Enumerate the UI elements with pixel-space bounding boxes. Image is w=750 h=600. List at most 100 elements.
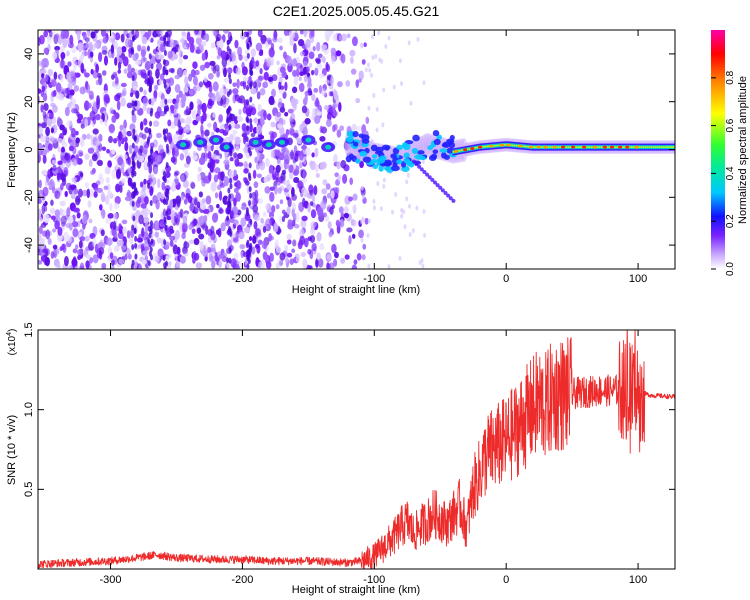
noise-cell [261,39,266,45]
noise-cell [319,125,324,134]
track-band-core [466,148,469,151]
noise-cell [61,88,68,94]
noise-streak-cell [166,194,170,201]
noise-streak-cell [163,78,167,85]
noise-cell [294,30,299,41]
speckle-cell [382,183,386,189]
noise-cell [335,50,342,57]
noise-cell [101,146,107,151]
noise-streak-cell [132,191,136,198]
signal-tail [451,198,456,203]
noise-cell [95,113,101,121]
noise-cell [213,174,219,183]
noise-cell [336,129,342,138]
noise-cell [124,253,128,261]
noise-cell [302,258,308,269]
noise-cell [325,119,332,128]
noise-streak-cell [228,78,232,85]
noise-cell [235,145,240,152]
noise-cell [269,191,275,203]
noise-cell [316,231,322,242]
signal-blob [390,165,400,172]
signal-blob [412,134,420,142]
noise-cell [254,214,260,222]
track-band-core [541,146,544,148]
noise-cell [146,209,152,215]
noise-cell [106,237,113,247]
noise-cell [110,259,115,266]
noise-cell [286,239,292,245]
noise-cell [279,252,286,261]
signal-blob [376,157,386,164]
noise-cell [117,156,124,166]
track-band-core [662,146,665,148]
noise-cell [245,107,252,115]
noise-cell [134,59,142,65]
noise-cell [113,231,118,240]
noise-cell [218,190,223,201]
noise-cell [307,87,312,94]
noise-cell [364,217,369,225]
noise-cell [352,193,358,201]
noise-cell [272,36,278,43]
noise-cell [338,206,344,214]
noise-cell [334,251,339,259]
noise-cell [55,262,60,268]
noise-cell [176,198,181,208]
noise-cell [339,218,345,228]
noise-cell [113,212,118,220]
track-band-core [515,144,519,147]
noise-cell [136,237,144,243]
noise-cell [343,206,350,213]
noise-cell [319,243,325,251]
noise-cell [223,67,227,78]
noise-cell [161,181,166,191]
noise-streak-cell [248,36,252,43]
noise-cell [181,31,187,37]
noise-cell [157,39,163,45]
noise-cell [276,111,282,118]
noise-cell [192,119,198,126]
noise-cell [148,173,155,179]
noise-cell [132,85,138,91]
noise-cell [94,30,99,34]
noise-cell [259,67,263,75]
noise-cell [351,219,357,227]
noise-cell [333,123,338,131]
spectrogram-x-label: Height of straight line (km) [292,284,420,296]
noise-cell [284,244,289,252]
noise-cell [99,119,104,124]
noise-cell [144,246,150,251]
noise-cell [191,228,196,235]
noise-cell [249,123,253,133]
noise-cell [74,195,81,206]
noise-cell [243,76,249,82]
noise-cell [127,253,132,260]
track-band-core [579,146,582,148]
signal-blob [384,146,390,151]
track-band-core [533,146,537,148]
signal-blob [355,158,361,164]
noise-cell [40,237,46,245]
colorbar-tick-label: 0.2 [725,214,736,228]
noise-cell [144,126,150,134]
noise-cell [80,123,85,129]
noise-cell [241,66,248,76]
noise-cell [255,42,263,52]
noise-cell [115,183,121,193]
track-band-core [598,146,602,148]
noise-streak-cell [164,224,168,231]
noise-cell [72,59,78,71]
noise-cell [60,52,66,60]
noise-cell [243,135,247,145]
noise-streak-cell [246,43,250,50]
noise-cell [307,76,312,87]
noise-cell [140,69,147,77]
noise-cell [135,90,140,99]
signal-blob [428,155,437,162]
speckle-cell [392,84,396,90]
speckle-cell [398,58,402,64]
noise-cell [144,222,149,233]
noise-cell [288,171,294,180]
noise-streak-cell [165,161,169,168]
